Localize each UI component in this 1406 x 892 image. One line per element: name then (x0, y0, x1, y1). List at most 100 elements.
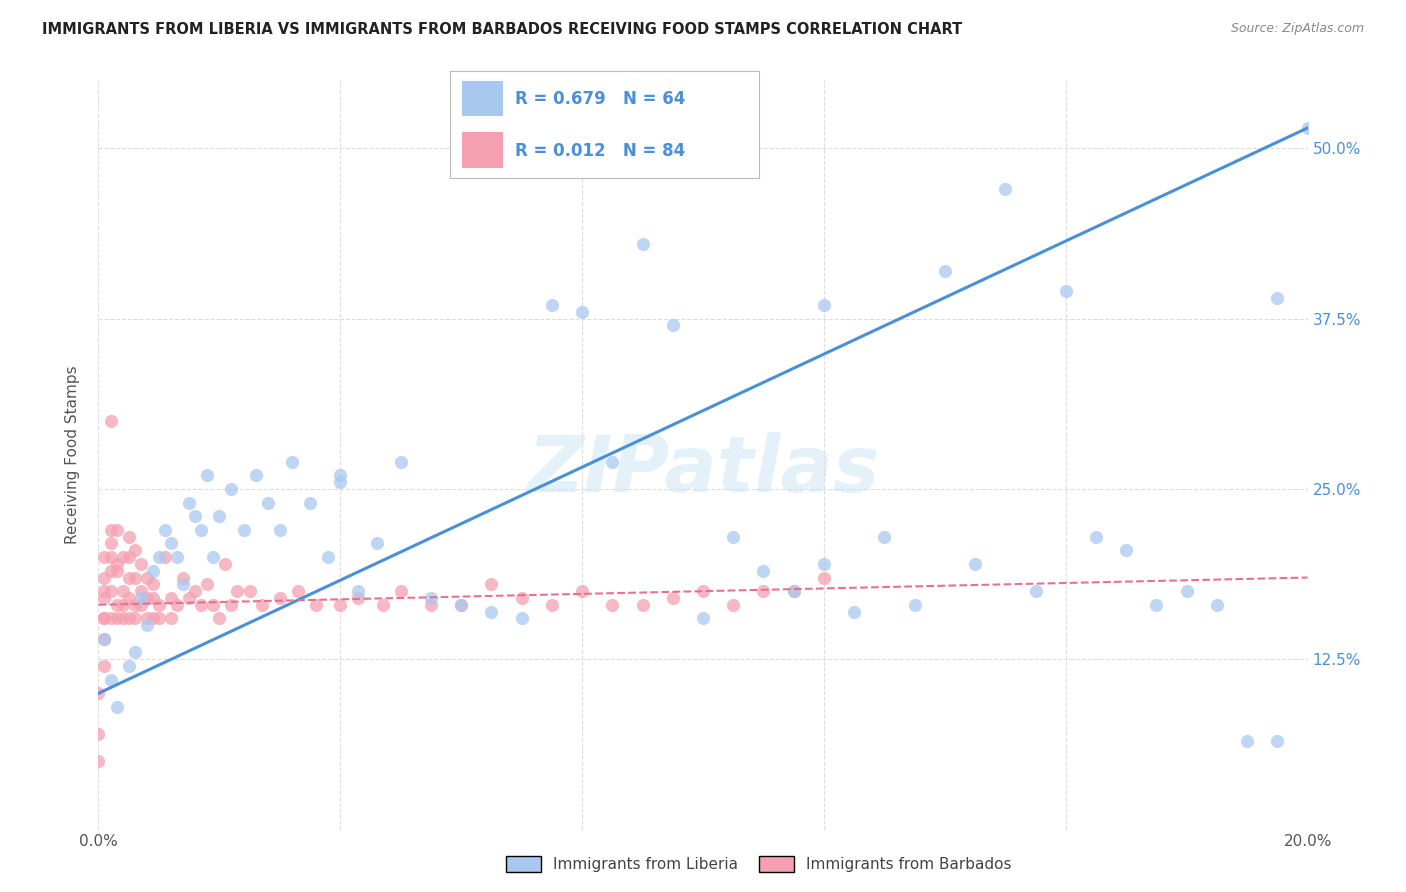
Point (540, 298, 562, 312)
Point (752, 584, 775, 599)
Point (129, 584, 152, 599)
Point (783, 584, 806, 599)
Point (450, 598, 472, 612)
Point (124, 570, 146, 584)
Text: Immigrants from Barbados: Immigrants from Barbados (806, 857, 1011, 871)
Point (195, 468, 218, 483)
Point (287, 584, 309, 599)
Point (93, 591, 115, 605)
Point (1206, 598, 1229, 612)
Point (269, 591, 291, 605)
Point (166, 550, 188, 565)
Point (221, 598, 243, 612)
Point (571, 584, 593, 599)
Point (111, 550, 134, 565)
FancyBboxPatch shape (463, 81, 502, 116)
Point (420, 598, 443, 612)
Point (813, 570, 835, 584)
Point (148, 598, 170, 612)
Point (994, 182, 1017, 196)
Point (135, 611, 157, 625)
Point (631, 236, 654, 251)
Point (450, 598, 472, 612)
Point (135, 591, 157, 605)
Point (100, 536, 122, 550)
Point (389, 455, 412, 469)
Point (118, 550, 141, 565)
Point (540, 598, 562, 612)
Point (1267, 291, 1289, 305)
Point (1115, 543, 1137, 558)
Point (153, 550, 176, 565)
Point (1175, 584, 1198, 599)
Point (93, 632, 115, 646)
Point (299, 495, 322, 509)
Point (87, 727, 110, 741)
Point (118, 591, 141, 605)
Point (329, 475, 352, 490)
Point (100, 611, 122, 625)
Point (118, 530, 141, 544)
Point (87, 755, 110, 769)
Point (366, 536, 388, 550)
Point (250, 598, 273, 612)
Point (135, 570, 157, 584)
Point (661, 318, 683, 333)
Point (118, 611, 141, 625)
Point (844, 605, 866, 619)
Point (1296, 120, 1319, 135)
Point (93, 611, 115, 625)
Point (135, 618, 157, 632)
Point (1236, 734, 1258, 748)
Point (239, 584, 262, 599)
Point (184, 509, 207, 524)
Point (142, 577, 165, 591)
Point (148, 611, 170, 625)
Point (602, 455, 624, 469)
Point (184, 584, 207, 599)
Point (256, 495, 278, 509)
Point (124, 645, 146, 659)
Point (202, 550, 225, 565)
Point (692, 611, 714, 625)
Point (1144, 598, 1167, 612)
Point (160, 611, 183, 625)
Point (347, 591, 370, 605)
Point (93, 584, 115, 599)
Point (692, 584, 714, 599)
Point (148, 550, 170, 565)
Point (269, 523, 291, 537)
Point (100, 414, 122, 428)
Point (752, 564, 775, 578)
Point (129, 591, 152, 605)
Point (105, 611, 128, 625)
Point (329, 468, 352, 483)
Point (111, 598, 134, 612)
Point (1267, 734, 1289, 748)
Point (602, 598, 624, 612)
Point (166, 598, 188, 612)
Point (105, 700, 128, 714)
Point (305, 598, 328, 612)
Point (1024, 584, 1046, 599)
Point (105, 557, 128, 571)
Point (100, 523, 122, 537)
Point (934, 264, 956, 278)
Point (389, 584, 412, 599)
Point (93, 611, 115, 625)
Point (214, 557, 236, 571)
Point (129, 598, 152, 612)
Point (172, 577, 194, 591)
Point (93, 570, 115, 584)
Point (179, 591, 201, 605)
Point (172, 570, 194, 584)
Point (105, 523, 128, 537)
Point (93, 659, 115, 673)
Point (245, 468, 267, 483)
Point (783, 584, 806, 599)
Point (661, 591, 683, 605)
Point (329, 598, 352, 612)
Point (202, 598, 225, 612)
Point (195, 577, 218, 591)
Text: IMMIGRANTS FROM LIBERIA VS IMMIGRANTS FROM BARBADOS RECEIVING FOOD STAMPS CORREL: IMMIGRANTS FROM LIBERIA VS IMMIGRANTS FR… (42, 22, 963, 37)
